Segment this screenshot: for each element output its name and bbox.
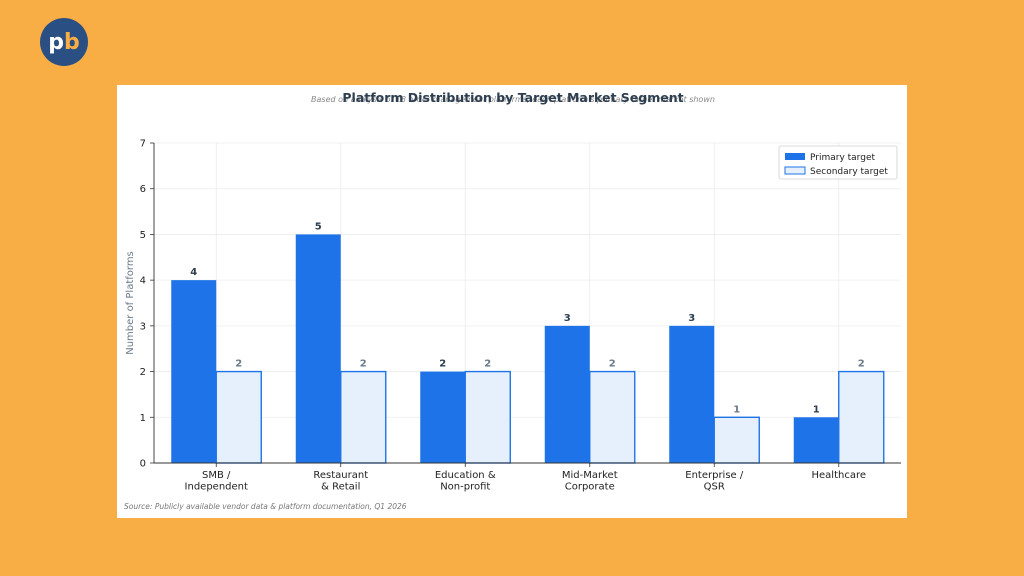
- chart-title: Platform Distribution by Target Market S…: [342, 90, 683, 105]
- legend-box: [778, 145, 898, 180]
- bar-secondary: [838, 370, 885, 464]
- y-axis-label: Number of Platforms: [125, 251, 136, 355]
- bar-primary: [420, 371, 466, 463]
- bar-secondary: [464, 370, 511, 464]
- legend-swatch: [785, 153, 805, 160]
- bar-value-label: 2: [609, 359, 616, 370]
- bar-primary: [544, 325, 590, 463]
- bar-value-label: 5: [315, 221, 322, 232]
- logo-letter-b: b: [64, 29, 80, 55]
- bar-value-label: 3: [564, 313, 571, 324]
- x-tick-label: Restaurant & Retail: [313, 470, 368, 493]
- x-tick-label: Education & Non-profit: [435, 470, 496, 493]
- y-tick-label: 3: [140, 321, 146, 332]
- y-tick-label: 5: [140, 230, 146, 241]
- x-tick-label: Mid-Market Corporate: [562, 470, 618, 493]
- bar-value-label: 2: [360, 359, 367, 370]
- bar-secondary: [589, 370, 636, 464]
- chart-card: Based on analysis of 18 order management…: [117, 85, 907, 518]
- legend-label: Secondary target: [810, 167, 888, 177]
- bar-value-label: 3: [688, 313, 695, 324]
- bar-primary: [793, 417, 839, 463]
- bar-secondary: [340, 370, 387, 464]
- bar-chart: Based on analysis of 18 order management…: [125, 90, 901, 493]
- logo-letter-p: p: [48, 29, 64, 55]
- legend-label: Primary target: [810, 153, 875, 163]
- bar-primary: [295, 234, 341, 463]
- bar-value-label: 2: [235, 359, 242, 370]
- source-note: Source: Publicly available vendor data &…: [124, 502, 407, 511]
- x-tick-label: SMB / Independent: [185, 470, 248, 493]
- y-tick-label: 7: [140, 139, 146, 150]
- bar-primary: [669, 325, 715, 463]
- bar-value-label: 2: [484, 359, 491, 370]
- y-tick-label: 2: [140, 367, 146, 378]
- y-tick-label: 4: [140, 276, 146, 287]
- bar-secondary: [215, 370, 262, 464]
- chart-subtitle: Based on analysis of 18 order management…: [311, 95, 715, 104]
- y-tick-label: 6: [140, 184, 146, 195]
- bar-primary: [171, 280, 217, 463]
- y-tick-label: 1: [140, 413, 146, 424]
- x-tick-label: Healthcare: [811, 470, 866, 481]
- bar-value-label: 2: [439, 359, 446, 370]
- y-tick-label: 0: [140, 459, 146, 470]
- legend-swatch: [784, 166, 806, 175]
- bar-value-label: 4: [190, 267, 197, 278]
- bar-value-label: 2: [858, 359, 865, 370]
- bar-value-label: 1: [813, 404, 820, 415]
- bar-secondary: [713, 416, 760, 464]
- x-tick-label: Enterprise / QSR: [685, 470, 744, 493]
- bar-value-label: 1: [733, 404, 740, 415]
